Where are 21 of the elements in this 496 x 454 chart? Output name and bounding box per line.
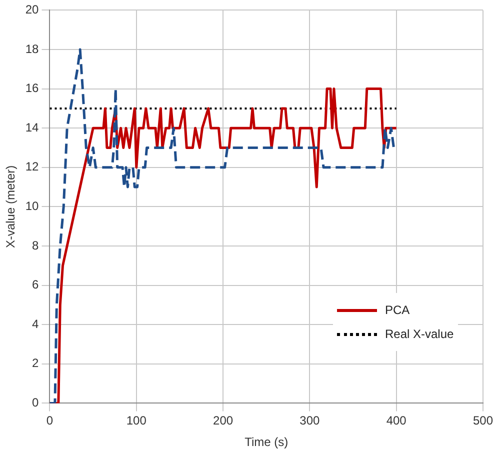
y-tick-label: 8 <box>32 238 40 252</box>
y-tick-label: 20 <box>25 2 40 17</box>
x-tick-label: 300 <box>300 414 320 428</box>
x-tick-label: 200 <box>213 414 234 428</box>
y-tick-label: 6 <box>32 278 40 292</box>
y-tick-label: 0 <box>32 396 40 410</box>
y-tick-label: 12 <box>25 160 40 174</box>
legend-label: Real X-value <box>384 327 454 342</box>
y-axis-title: X-value (meter) <box>4 165 18 248</box>
legend-label: PCA <box>384 303 410 318</box>
x-axis-title: Time (s) <box>244 435 288 450</box>
y-tick-label: 2 <box>32 356 40 370</box>
y-tick-label: 10 <box>25 199 40 214</box>
y-tick-label: 18 <box>25 42 40 56</box>
x-tick-label: 500 <box>472 414 494 428</box>
y-tick-label: 4 <box>32 316 40 331</box>
y-tick-label: 14 <box>25 120 40 134</box>
x-tick-label: 400 <box>386 414 407 428</box>
x-tick-label: 100 <box>126 414 147 428</box>
x-tick-label: 0 <box>46 414 54 428</box>
y-tick-label: 16 <box>25 81 40 96</box>
